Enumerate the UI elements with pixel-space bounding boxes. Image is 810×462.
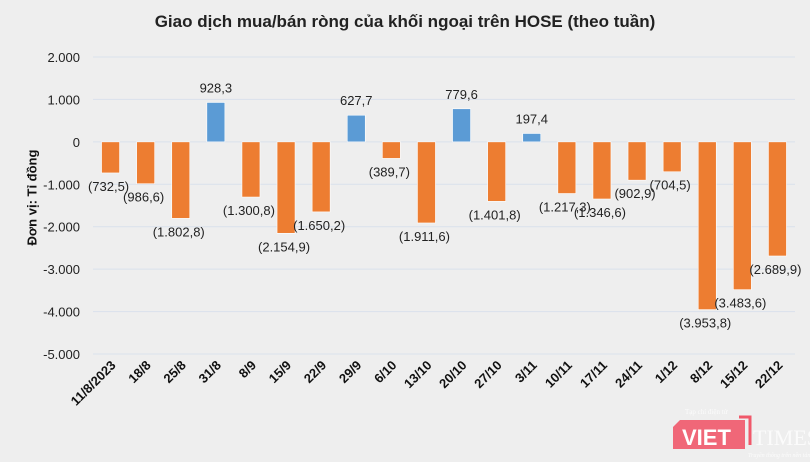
data-label: (1.217,3) bbox=[539, 200, 591, 215]
data-label: 197,4 bbox=[515, 111, 548, 126]
y-tick-label: -1.000 bbox=[43, 177, 80, 192]
data-label: (1.300,8) bbox=[223, 203, 275, 218]
data-label: (2.154,9) bbox=[258, 239, 310, 254]
data-label: (3.953,8) bbox=[679, 316, 731, 331]
data-label: 928,3 bbox=[200, 80, 233, 95]
x-tick-label: 29/9 bbox=[336, 358, 365, 387]
x-tick-label: 31/8 bbox=[195, 358, 224, 387]
x-tick-label: 8/12 bbox=[687, 358, 716, 387]
data-label: 779,6 bbox=[445, 87, 478, 102]
bar bbox=[592, 141, 612, 200]
data-label: (986,6) bbox=[123, 190, 164, 205]
bar bbox=[452, 108, 471, 143]
bar bbox=[662, 141, 682, 173]
data-label: (704,5) bbox=[650, 178, 691, 193]
bar bbox=[206, 102, 226, 143]
logo-top-text: Tạp chí điện tử bbox=[685, 408, 728, 416]
logo-times-text: TIMES bbox=[753, 425, 810, 450]
bar bbox=[311, 141, 331, 213]
data-label: (732,5) bbox=[88, 179, 129, 194]
x-tick-label: 22/9 bbox=[301, 358, 330, 387]
y-tick-label: 0 bbox=[73, 135, 80, 150]
y-tick-label: -5.000 bbox=[43, 347, 80, 362]
x-tick-label: 24/11 bbox=[612, 358, 645, 391]
x-tick-label: 8/9 bbox=[236, 358, 259, 381]
bar bbox=[382, 141, 401, 159]
bar bbox=[101, 141, 120, 174]
x-tick-label: 6/10 bbox=[371, 358, 400, 387]
y-tick-label: 2.000 bbox=[47, 50, 80, 65]
bar bbox=[768, 141, 787, 257]
data-label: (389,7) bbox=[369, 164, 410, 179]
x-tick-label: 18/8 bbox=[125, 358, 154, 387]
bar bbox=[276, 141, 296, 234]
x-tick-label: 13/10 bbox=[401, 358, 435, 392]
data-label: (3.483,6) bbox=[714, 296, 766, 311]
bar bbox=[171, 141, 191, 219]
data-label: (1.911,6) bbox=[399, 229, 450, 244]
bar bbox=[522, 133, 542, 143]
x-tick-label: 20/10 bbox=[436, 358, 470, 392]
data-label: (902,9) bbox=[614, 186, 655, 201]
y-tick-label: -2.000 bbox=[43, 220, 80, 235]
data-label: (1.346,6) bbox=[574, 205, 626, 220]
x-tick-label: 11/8/2023 bbox=[68, 358, 119, 409]
bar bbox=[241, 141, 261, 198]
x-tick-label: 3/11 bbox=[512, 358, 540, 386]
data-label: (1.802,8) bbox=[153, 224, 205, 239]
bar bbox=[733, 141, 752, 290]
x-tick-label: 22/12 bbox=[752, 358, 786, 392]
data-label: 627,7 bbox=[340, 93, 373, 108]
data-label: (2.689,9) bbox=[749, 262, 801, 277]
x-tick-label: 10/11 bbox=[542, 358, 575, 391]
viettimes-logo: Tạp chí điện tử VIET TIMES Truyền thông … bbox=[673, 408, 810, 459]
bar bbox=[417, 141, 436, 224]
bar bbox=[487, 141, 506, 202]
bar bbox=[557, 141, 577, 194]
bar bbox=[346, 114, 366, 143]
data-label: (1.650,2) bbox=[293, 218, 345, 233]
y-tick-label: -4.000 bbox=[43, 305, 80, 320]
x-tick-label: 25/8 bbox=[160, 358, 189, 387]
x-tick-label: 15/12 bbox=[717, 358, 751, 392]
bar bbox=[627, 141, 647, 181]
x-tick-label: 27/10 bbox=[471, 358, 505, 392]
logo-tagline: Truyền thông trên nền tảng số bbox=[748, 452, 810, 459]
x-tick-label: 1/12 bbox=[652, 358, 681, 387]
y-tick-label: -3.000 bbox=[43, 262, 80, 277]
bar bbox=[697, 141, 717, 310]
chart-title: Giao dịch mua/bán ròng của khối ngoại tr… bbox=[154, 12, 656, 31]
logo-viet-text: VIET bbox=[682, 425, 731, 450]
bar bbox=[136, 141, 155, 185]
x-tick-label: 15/9 bbox=[266, 358, 295, 387]
data-label: (1.401,8) bbox=[469, 207, 521, 222]
y-tick-label: 1.000 bbox=[47, 92, 80, 107]
x-tick-label: 17/11 bbox=[577, 358, 610, 391]
